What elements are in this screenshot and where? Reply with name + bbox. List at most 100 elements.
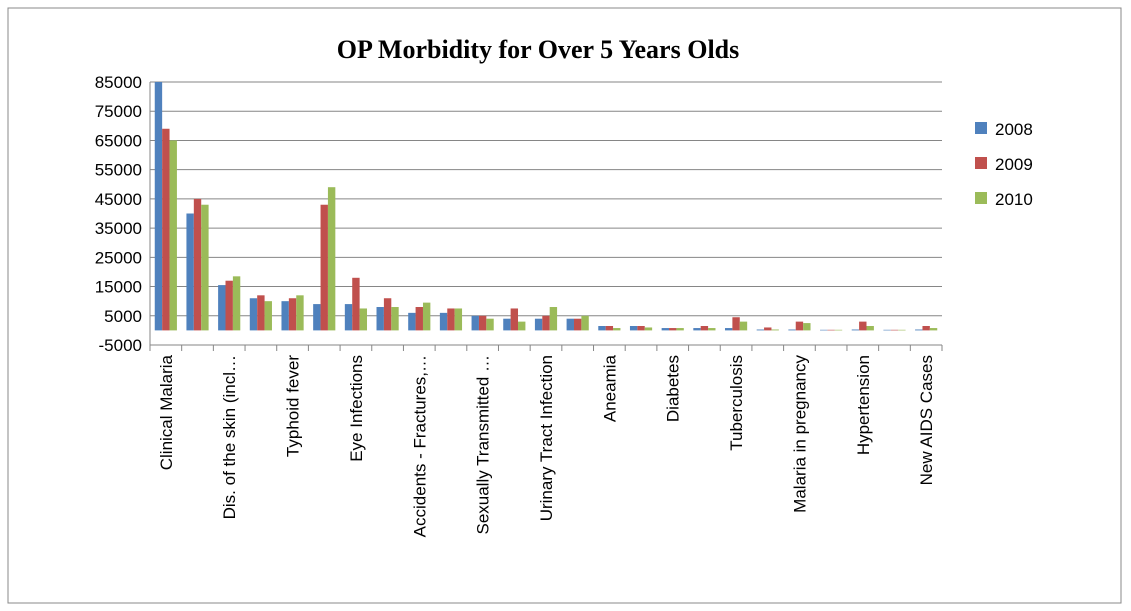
y-tick-label: 55000	[95, 161, 142, 180]
bar	[820, 329, 828, 331]
y-tick-label: -5000	[99, 336, 142, 355]
legend-label: 2008	[995, 120, 1033, 139]
y-tick-label: 85000	[95, 73, 142, 92]
bar	[352, 277, 360, 331]
bar	[834, 329, 843, 331]
x-tick-label: Sexually Transmitted …	[474, 355, 493, 535]
x-tick-label: Clinical Malaria	[157, 354, 176, 470]
bar	[327, 187, 336, 331]
y-tick-label: 25000	[95, 248, 142, 267]
bar	[288, 298, 297, 331]
x-tick-label: Eye Infections	[347, 355, 366, 462]
bar	[724, 328, 733, 331]
bar	[281, 301, 289, 331]
bar	[486, 318, 494, 331]
x-tick-label: Tuberculosis	[727, 355, 746, 451]
legend-swatch	[975, 192, 987, 204]
bar	[929, 328, 938, 331]
x-tick-label: New AIDS Cases	[917, 355, 936, 485]
bar	[408, 312, 416, 331]
bar	[359, 308, 368, 331]
bar	[605, 326, 614, 331]
y-tick-label: 75000	[95, 102, 142, 121]
bar	[771, 329, 779, 331]
x-tick-label: Urinary Tract Infection	[537, 355, 556, 521]
bar	[422, 302, 431, 331]
bar	[415, 307, 423, 331]
bar	[795, 321, 804, 331]
bar	[313, 304, 321, 331]
y-tick-label: 35000	[95, 219, 142, 238]
x-tick-label: Dis. of the skin (incl…	[220, 355, 239, 519]
bar	[232, 276, 241, 331]
bar	[320, 204, 328, 331]
bar	[249, 298, 258, 331]
bar	[391, 307, 399, 331]
x-tick-label: Typhoid fever	[284, 355, 303, 457]
legend-swatch	[975, 122, 987, 134]
bar	[637, 326, 645, 331]
bar	[700, 326, 709, 331]
bar	[739, 321, 748, 331]
bar	[922, 326, 930, 331]
bar	[193, 198, 202, 331]
bar	[549, 307, 558, 331]
bar	[542, 315, 550, 331]
legend-swatch	[975, 157, 987, 169]
bar	[162, 128, 170, 331]
bar	[803, 323, 811, 331]
bar	[708, 328, 716, 331]
bar	[788, 329, 796, 331]
x-tick-label: Malaria in pregnancy	[790, 355, 809, 513]
bar	[598, 326, 606, 331]
bar	[866, 326, 874, 331]
bar	[883, 329, 891, 331]
y-tick-label: 15000	[95, 278, 142, 297]
x-tick-label: Accidents - Fractures,…	[410, 355, 429, 537]
bar	[478, 315, 487, 331]
y-tick-label: 65000	[95, 131, 142, 150]
legend-label: 2010	[995, 190, 1033, 209]
bar	[518, 321, 526, 331]
bar	[447, 308, 455, 331]
bar	[296, 295, 304, 331]
bar	[613, 328, 621, 331]
bar	[376, 307, 384, 331]
bar	[661, 328, 670, 331]
x-tick-label: Aneamia	[600, 354, 619, 422]
bar	[859, 321, 867, 331]
bar	[225, 280, 233, 331]
bar	[264, 301, 272, 331]
bar	[573, 318, 582, 331]
bar	[732, 317, 740, 331]
bar	[169, 140, 177, 331]
y-tick-label: 45000	[95, 190, 142, 209]
bar	[827, 329, 835, 331]
bar	[629, 326, 638, 331]
x-tick-label: Diabetes	[664, 355, 683, 422]
chart-title: OP Morbidity for Over 5 Years Olds	[337, 35, 740, 64]
bar	[581, 315, 589, 331]
bar	[756, 329, 765, 331]
bar	[383, 298, 392, 331]
bar	[503, 318, 511, 331]
bar	[566, 318, 574, 331]
bar	[201, 204, 209, 331]
bar	[186, 213, 194, 331]
bar	[510, 308, 519, 331]
bar	[898, 329, 906, 331]
bar	[344, 304, 353, 331]
y-tick-label: 5000	[104, 307, 142, 326]
bar	[669, 328, 677, 331]
bar	[218, 285, 226, 331]
bar	[644, 327, 653, 331]
bar	[471, 315, 479, 331]
bar	[764, 327, 772, 331]
bar	[915, 329, 923, 331]
bar	[890, 329, 899, 331]
bar	[154, 82, 163, 331]
bar	[693, 328, 701, 331]
bar	[454, 308, 463, 331]
